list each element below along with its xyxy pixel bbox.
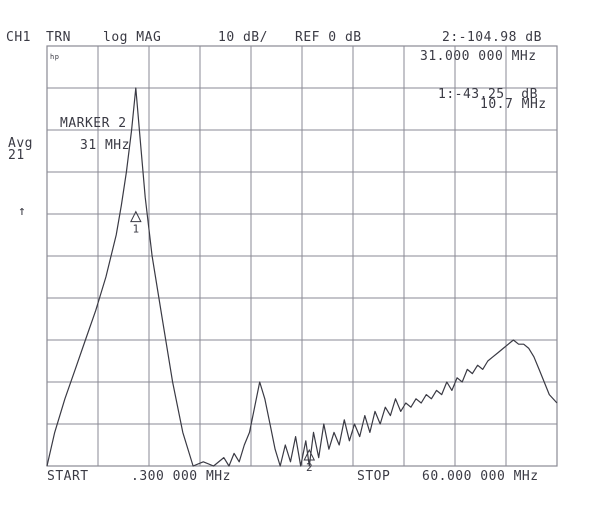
marker-1-symbol bbox=[130, 210, 142, 223]
avg-count: 21 bbox=[8, 148, 25, 163]
marker1-value: 1:-43.25 dB bbox=[438, 87, 538, 102]
start-value: .300 000 MHz bbox=[131, 469, 231, 484]
active-marker-readout: 2:-104.98 dB bbox=[442, 30, 542, 45]
marker-panel-title: MARKER 2 bbox=[60, 116, 127, 131]
trace-line bbox=[46, 87, 558, 467]
up-arrow-icon: ↑ bbox=[18, 204, 27, 219]
format-label: log MAG bbox=[103, 30, 162, 45]
marker-2-label: 2 bbox=[306, 461, 313, 474]
hp-logo: hp bbox=[50, 53, 60, 61]
marker-panel-frequency: 31 MHz bbox=[80, 138, 130, 153]
avg-label: Avg bbox=[8, 136, 33, 151]
scale-label: 10 dB/ bbox=[218, 30, 268, 45]
mode-label: TRN bbox=[46, 30, 71, 45]
channel-label: CH1 bbox=[6, 30, 31, 45]
start-label: START bbox=[47, 469, 89, 484]
stop-label: STOP bbox=[357, 469, 391, 484]
marker-1-label: 1 bbox=[133, 223, 140, 236]
marker-2-symbol bbox=[303, 448, 316, 461]
marker1-frequency: 10.7 MHz bbox=[480, 97, 547, 112]
stop-value: 60.000 000 MHz bbox=[422, 469, 539, 484]
reference-label: REF 0 dB bbox=[295, 30, 362, 45]
active-marker-frequency: 31.000 000 MHz bbox=[420, 49, 537, 64]
